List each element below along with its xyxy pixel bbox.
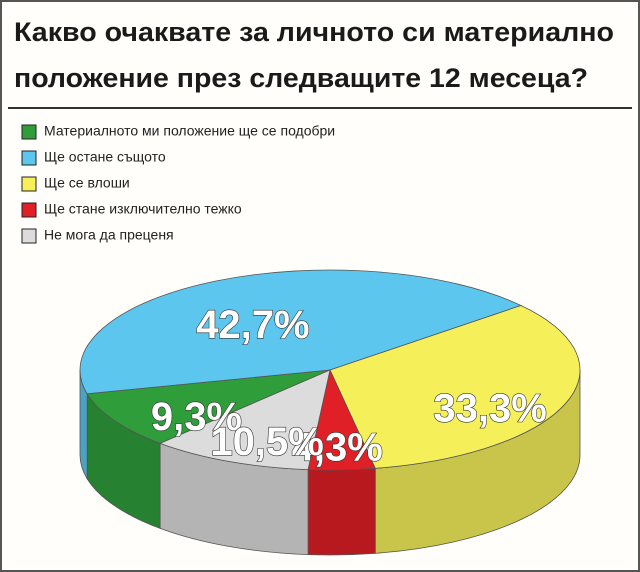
legend-label: Ще остане същото: [44, 149, 166, 165]
value-label: 33,3%: [433, 386, 546, 430]
legend-swatch: [21, 228, 37, 244]
legend-label: Материалното ми положение ще се подобри: [44, 123, 335, 139]
slice: [79, 269, 523, 395]
slice: [329, 305, 581, 469]
legend-swatch: [21, 202, 37, 218]
legend-swatch: [21, 124, 37, 140]
slice: [159, 369, 331, 471]
legend-label: Ще стане изключително тежко: [44, 201, 242, 217]
value-label: 42,7%: [196, 303, 309, 347]
legend-label: Ще се влоши: [44, 175, 130, 191]
value-label: 10,5%: [210, 420, 323, 464]
value-label: 9,3%: [151, 395, 242, 439]
legend-swatch: [21, 150, 37, 166]
value-label: 4,3%: [292, 425, 383, 469]
chart-title: Какво очаквате за личното си материално: [14, 17, 614, 47]
legend-label: Не мога да преценя: [44, 227, 174, 243]
slice: [86, 369, 331, 444]
chart-title: положение през следващите 12 месеца?: [14, 63, 588, 93]
slice-side: [307, 467, 376, 556]
legend-swatch: [21, 176, 37, 192]
